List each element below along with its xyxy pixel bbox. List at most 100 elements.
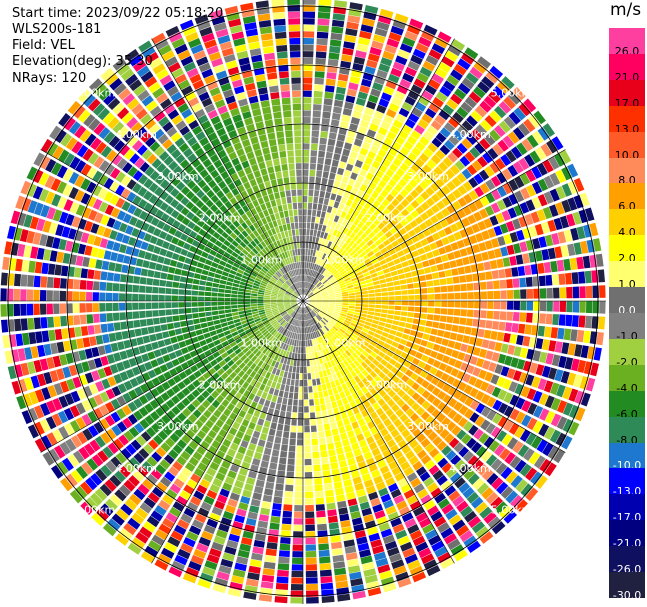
radar-gate xyxy=(108,135,121,148)
radar-gate xyxy=(480,310,487,319)
radar-gate xyxy=(344,332,351,338)
radar-gate xyxy=(309,255,312,263)
radar-gate xyxy=(408,335,416,343)
radar-gate xyxy=(397,477,409,488)
radar-gate xyxy=(438,322,446,330)
radar-gate xyxy=(293,524,303,532)
radar-gate xyxy=(415,42,429,54)
radar-gate xyxy=(556,259,565,272)
radar-gate xyxy=(304,314,306,321)
radar-gate xyxy=(209,249,217,257)
radar-gate xyxy=(304,307,307,314)
radar-gate xyxy=(92,281,100,291)
radar-gate xyxy=(49,250,58,262)
radar-gate xyxy=(329,303,336,306)
radar-gate xyxy=(275,324,281,331)
radar-gate xyxy=(419,180,429,190)
radar-gate xyxy=(466,283,474,291)
radar-gate xyxy=(285,351,290,358)
radar-gate xyxy=(450,454,462,466)
radar-gate xyxy=(328,307,335,311)
radar-gate xyxy=(157,553,172,565)
radar-gate xyxy=(195,163,205,173)
radar-gate xyxy=(140,431,152,442)
radar-gate xyxy=(478,319,486,328)
radar-gate xyxy=(161,381,171,391)
radar-gate xyxy=(346,491,356,500)
radar-gate xyxy=(446,74,460,87)
radar-gate xyxy=(386,108,397,119)
radar-gate xyxy=(307,305,313,310)
radar-gate xyxy=(313,471,322,479)
radar-gate xyxy=(226,281,233,286)
radar-gate xyxy=(152,310,159,317)
radar-gate xyxy=(176,261,184,269)
radar-gate xyxy=(325,151,333,159)
radar-gate xyxy=(538,275,546,287)
radar-gate xyxy=(291,295,297,299)
radar-gate xyxy=(382,582,397,593)
radar-gate xyxy=(355,294,362,298)
radar-gate xyxy=(341,383,348,391)
radar-gate xyxy=(376,516,388,526)
radar-gate xyxy=(555,169,567,184)
radar-gate xyxy=(52,237,61,249)
radar-gate xyxy=(447,234,456,243)
radar-gate xyxy=(47,385,57,398)
radar-gate xyxy=(282,431,290,439)
radar-gate xyxy=(375,481,386,491)
radar-gate xyxy=(388,305,395,310)
radar-gate xyxy=(350,470,360,479)
radar-gate xyxy=(134,422,145,434)
radar-gate xyxy=(303,222,307,229)
radar-gate xyxy=(204,349,212,357)
radar-gate xyxy=(116,253,125,263)
radar-gate xyxy=(315,297,323,299)
radar-gate xyxy=(392,119,403,129)
radar-gate xyxy=(152,63,166,75)
radar-gate xyxy=(457,82,471,95)
radar-gate xyxy=(131,227,140,238)
radar-gate xyxy=(270,259,276,266)
radar-gate xyxy=(431,193,441,203)
radar-gate xyxy=(100,355,109,366)
radar-gate xyxy=(401,512,414,523)
radar-gate xyxy=(200,214,210,223)
radar-gate xyxy=(303,340,306,347)
radar-gate xyxy=(176,181,186,191)
radar-gate xyxy=(519,463,532,477)
radar-gate xyxy=(412,460,423,471)
radar-gate xyxy=(221,340,229,347)
radar-gate xyxy=(245,350,252,357)
radar-gate xyxy=(342,108,352,116)
radar-gate xyxy=(413,225,422,234)
radar-gate xyxy=(335,296,342,299)
radar-gate xyxy=(257,296,264,299)
radar-gate xyxy=(368,463,378,473)
radar-gate xyxy=(151,294,159,301)
radar-gate xyxy=(291,311,296,317)
radar-gate xyxy=(188,413,198,424)
radar-gate xyxy=(363,430,372,439)
radar-gate xyxy=(497,353,507,364)
radar-gate xyxy=(277,298,284,300)
radar-gate xyxy=(158,309,166,317)
radar-gate xyxy=(277,294,284,297)
radar-gate xyxy=(304,426,310,433)
radar-gate xyxy=(557,327,565,340)
radar-gate xyxy=(547,445,560,460)
radar-gate xyxy=(479,281,487,290)
radar-gate xyxy=(332,260,338,267)
radar-gate xyxy=(329,367,335,375)
radar-gate xyxy=(141,353,150,363)
radar-gate xyxy=(314,243,318,250)
radar-gate xyxy=(276,316,283,322)
radar-gate xyxy=(313,256,317,264)
radar-gate xyxy=(315,344,320,352)
radar-gate xyxy=(348,308,355,312)
radar-gate xyxy=(537,194,548,207)
radar-gate xyxy=(323,198,330,206)
radar-gate xyxy=(354,104,364,113)
radar-gate xyxy=(303,268,305,275)
radar-gate xyxy=(291,339,295,346)
